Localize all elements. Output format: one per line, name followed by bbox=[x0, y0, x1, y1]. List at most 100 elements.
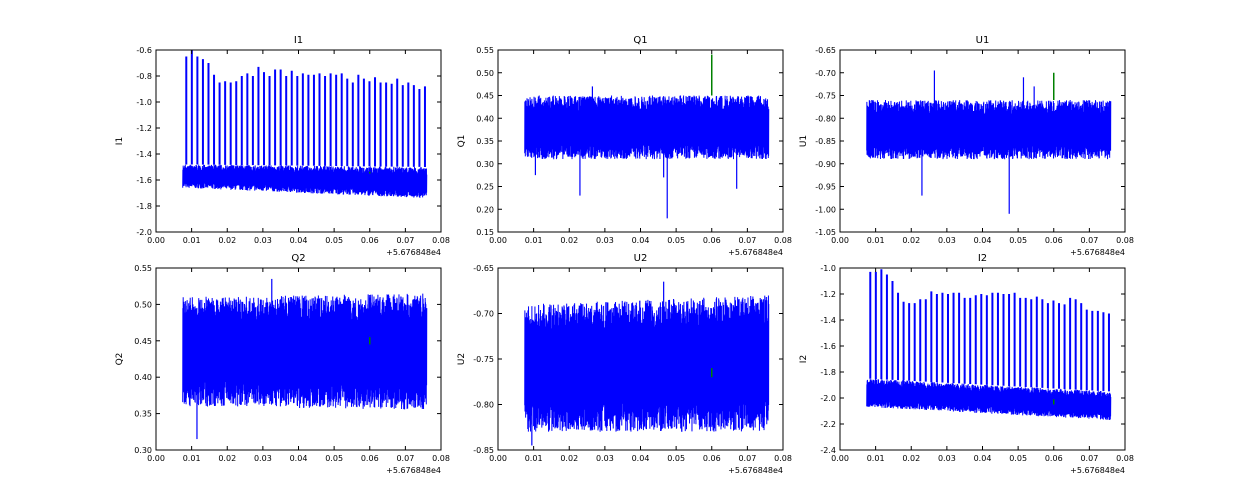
y-tick-label: -0.80 bbox=[815, 114, 836, 123]
y-tick-label: 0.50 bbox=[476, 69, 494, 78]
y-tick-label: -0.65 bbox=[815, 46, 836, 55]
x-tick-label: 0.00 bbox=[489, 454, 507, 463]
x-tick-label: 0.03 bbox=[254, 236, 272, 245]
x-tick-label: 0.08 bbox=[1116, 454, 1134, 463]
x-tick-label: 0.08 bbox=[1116, 236, 1134, 245]
subplot-title: I2 bbox=[978, 253, 987, 264]
x-tick-label: 0.05 bbox=[667, 236, 685, 245]
subplot-q1: 0.00 0.01 0.02 0.03 0.04 0.05 0.06 0.07 0.08 0.55… bbox=[457, 35, 792, 257]
y-axis-label: I2 bbox=[799, 355, 809, 363]
y-tick-label: -0.75 bbox=[815, 92, 836, 101]
series-line bbox=[524, 295, 770, 432]
y-tick-label: -0.85 bbox=[815, 137, 836, 146]
y-tick-label: -2.2 bbox=[820, 420, 836, 429]
x-tick-label: 0.02 bbox=[902, 236, 920, 245]
x-tick-label: 0.08 bbox=[774, 236, 792, 245]
subplot-title: U2 bbox=[634, 253, 648, 264]
x-tick-label: 0.05 bbox=[325, 454, 343, 463]
y-tick-label: -1.6 bbox=[136, 176, 152, 185]
x-offset-label: +5.676848e4 bbox=[1070, 466, 1125, 475]
series-line bbox=[182, 164, 428, 198]
y-tick-label: 0.30 bbox=[476, 160, 494, 169]
x-tick-label: 0.08 bbox=[432, 454, 450, 463]
x-tick-label: 0.03 bbox=[254, 454, 272, 463]
plot-area bbox=[866, 269, 1112, 420]
y-tick-label: -0.8 bbox=[136, 72, 152, 81]
x-tick-label: 0.01 bbox=[183, 454, 201, 463]
y-tick-label: -1.00 bbox=[815, 205, 836, 214]
x-tick-label: 0.03 bbox=[938, 236, 956, 245]
subplot-u1: 0.00 0.01 0.02 0.03 0.04 0.05 0.06 0.07 0.08 -0.6… bbox=[799, 35, 1134, 257]
x-tick-label: 0.07 bbox=[1080, 236, 1098, 245]
x-tick-label: 0.04 bbox=[974, 454, 992, 463]
x-tick-label: 0.00 bbox=[147, 454, 165, 463]
x-tick-label: 0.00 bbox=[831, 236, 849, 245]
y-tick-label: -2.0 bbox=[136, 228, 152, 237]
x-tick-label: 0.00 bbox=[147, 236, 165, 245]
y-tick-label: -1.0 bbox=[136, 98, 152, 107]
y-tick-label: -0.65 bbox=[473, 264, 494, 273]
y-tick-label: 0.55 bbox=[134, 264, 152, 273]
x-tick-label: 0.01 bbox=[525, 236, 543, 245]
series-line bbox=[866, 100, 1112, 160]
y-tick-label: -1.8 bbox=[136, 202, 152, 211]
x-tick-label: 0.01 bbox=[867, 236, 885, 245]
x-tick-label: 0.08 bbox=[432, 236, 450, 245]
y-tick-label: -1.4 bbox=[136, 150, 152, 159]
y-axis-label: U2 bbox=[457, 353, 467, 365]
plot-area bbox=[182, 50, 428, 198]
subplot-q2: 0.00 0.01 0.02 0.03 0.04 0.05 0.06 0.07 0.08 0.55… bbox=[115, 253, 450, 475]
x-tick-label: 0.02 bbox=[560, 454, 578, 463]
y-axis-label: I1 bbox=[115, 137, 125, 145]
x-tick-label: 0.07 bbox=[396, 454, 414, 463]
x-tick-label: 0.06 bbox=[703, 454, 721, 463]
y-tick-label: -2.4 bbox=[820, 446, 836, 455]
y-tick-label: -0.85 bbox=[473, 446, 494, 455]
y-tick-label: 0.45 bbox=[134, 337, 152, 346]
x-offset-label: +5.676848e4 bbox=[1070, 248, 1125, 257]
x-tick-label: 0.06 bbox=[1045, 454, 1063, 463]
x-offset-label: +5.676848e4 bbox=[728, 248, 783, 257]
y-axis-label: Q2 bbox=[115, 353, 125, 366]
x-tick-label: 0.05 bbox=[1009, 454, 1027, 463]
x-offset-label: +5.676848e4 bbox=[386, 466, 441, 475]
x-tick-label: 0.07 bbox=[1080, 454, 1098, 463]
x-tick-label: 0.04 bbox=[290, 454, 308, 463]
x-tick-label: 0.06 bbox=[361, 454, 379, 463]
x-tick-label: 0.06 bbox=[1045, 236, 1063, 245]
x-tick-label: 0.03 bbox=[938, 454, 956, 463]
y-tick-label: 0.15 bbox=[476, 228, 494, 237]
subplot-title: Q1 bbox=[633, 35, 647, 46]
x-tick-label: 0.05 bbox=[325, 236, 343, 245]
x-tick-label: 0.07 bbox=[738, 236, 756, 245]
x-tick-label: 0.03 bbox=[596, 236, 614, 245]
x-tick-label: 0.01 bbox=[525, 454, 543, 463]
y-tick-label: -1.4 bbox=[820, 316, 836, 325]
x-tick-label: 0.04 bbox=[974, 236, 992, 245]
y-tick-label: -1.05 bbox=[815, 228, 836, 237]
series-line bbox=[182, 293, 428, 410]
y-tick-label: -0.6 bbox=[136, 46, 152, 55]
x-tick-label: 0.05 bbox=[667, 454, 685, 463]
y-tick-label: -0.90 bbox=[815, 160, 836, 169]
y-tick-label: 0.50 bbox=[134, 300, 152, 309]
y-tick-label: -1.6 bbox=[820, 342, 836, 351]
y-tick-label: -1.2 bbox=[820, 290, 836, 299]
plot-area bbox=[866, 70, 1112, 214]
y-tick-label: -0.70 bbox=[473, 310, 494, 319]
subplot-i1: 0.00 0.01 0.02 0.03 0.04 0.05 0.06 0.07 0.08 -0.6… bbox=[115, 35, 450, 257]
y-tick-label: -0.70 bbox=[815, 69, 836, 78]
x-tick-label: 0.02 bbox=[218, 454, 236, 463]
axes-frame bbox=[839, 267, 1126, 451]
x-tick-label: 0.02 bbox=[560, 236, 578, 245]
plot-area bbox=[524, 281, 770, 446]
y-tick-label: -2.0 bbox=[820, 394, 836, 403]
x-offset-label: +5.676848e4 bbox=[386, 248, 441, 257]
y-tick-label: 0.25 bbox=[476, 183, 494, 192]
y-tick-label: -0.80 bbox=[473, 401, 494, 410]
x-tick-label: 0.00 bbox=[489, 236, 507, 245]
x-tick-label: 0.04 bbox=[632, 236, 650, 245]
subplot-i2: 0.00 0.01 0.02 0.03 0.04 0.05 0.06 0.07 0.08 -1.0… bbox=[799, 253, 1134, 475]
y-tick-label: -1.2 bbox=[136, 124, 152, 133]
